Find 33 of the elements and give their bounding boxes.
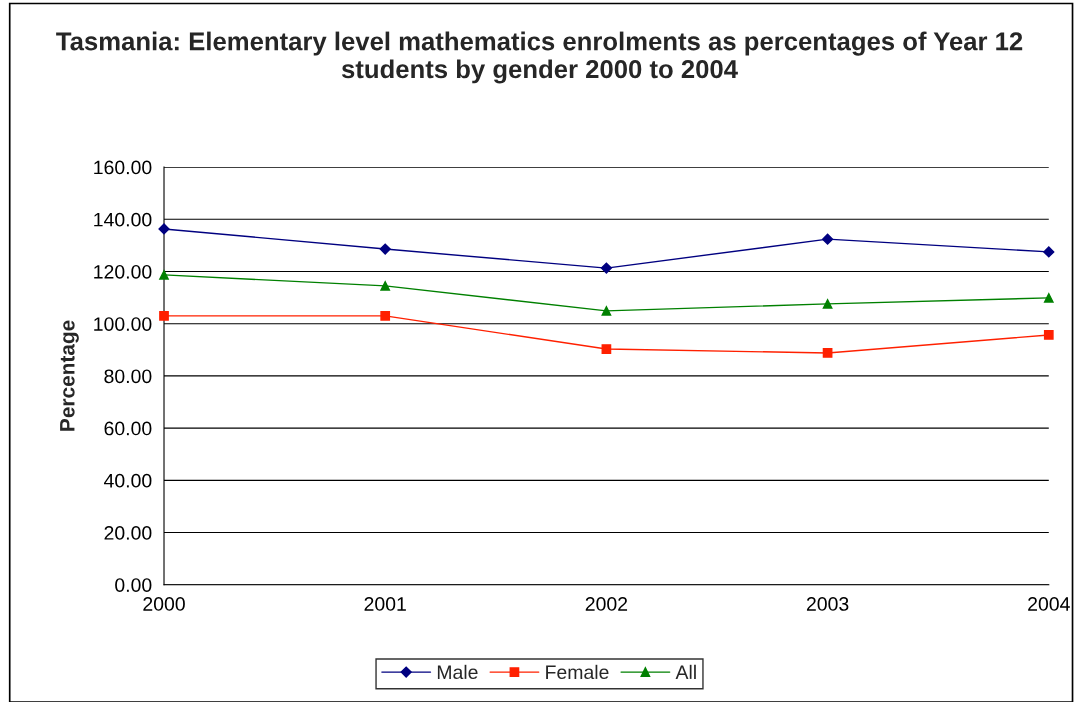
point [1043, 293, 1054, 303]
point [601, 344, 612, 354]
legend-label: Female [546, 664, 609, 680]
point [380, 311, 391, 321]
x-tick-label: 2003 [806, 597, 849, 611]
point [822, 299, 833, 309]
chart-title: Tasmania: Elementary level mathematics enrolments as percentages of Year 12 students by gender 2000 to 2004 [56, 31, 1023, 84]
y-tick-label: 80.00 [104, 369, 152, 384]
point [1043, 330, 1054, 340]
legend-label: Male [437, 664, 478, 680]
y-tick-label: 120.00 [94, 264, 152, 279]
x-tick-label: 2000 [143, 597, 185, 611]
x-tick-label: 2001 [364, 597, 406, 611]
y-tick-label: 160.00 [94, 160, 152, 175]
point [1043, 246, 1055, 258]
point [600, 262, 613, 274]
point [822, 348, 833, 358]
point [159, 270, 169, 280]
legend-label: All [675, 664, 696, 679]
y-tick-label: 100.00 [94, 317, 152, 331]
y-tick-label: 0.00 [115, 578, 152, 592]
point [159, 311, 169, 321]
y-axis-title: Percentage [60, 320, 79, 431]
point [379, 243, 391, 255]
point [380, 280, 391, 291]
y-tick-label: 20.00 [104, 526, 152, 540]
y-tick-label: 40.00 [104, 473, 152, 488]
y-tick-label: 140.00 [94, 212, 152, 227]
x-tick-label: 2002 [585, 597, 628, 611]
point [821, 233, 834, 245]
y-tick-label: 60.00 [104, 421, 152, 436]
x-tick-label: 2004 [1028, 597, 1070, 611]
point [601, 306, 612, 316]
